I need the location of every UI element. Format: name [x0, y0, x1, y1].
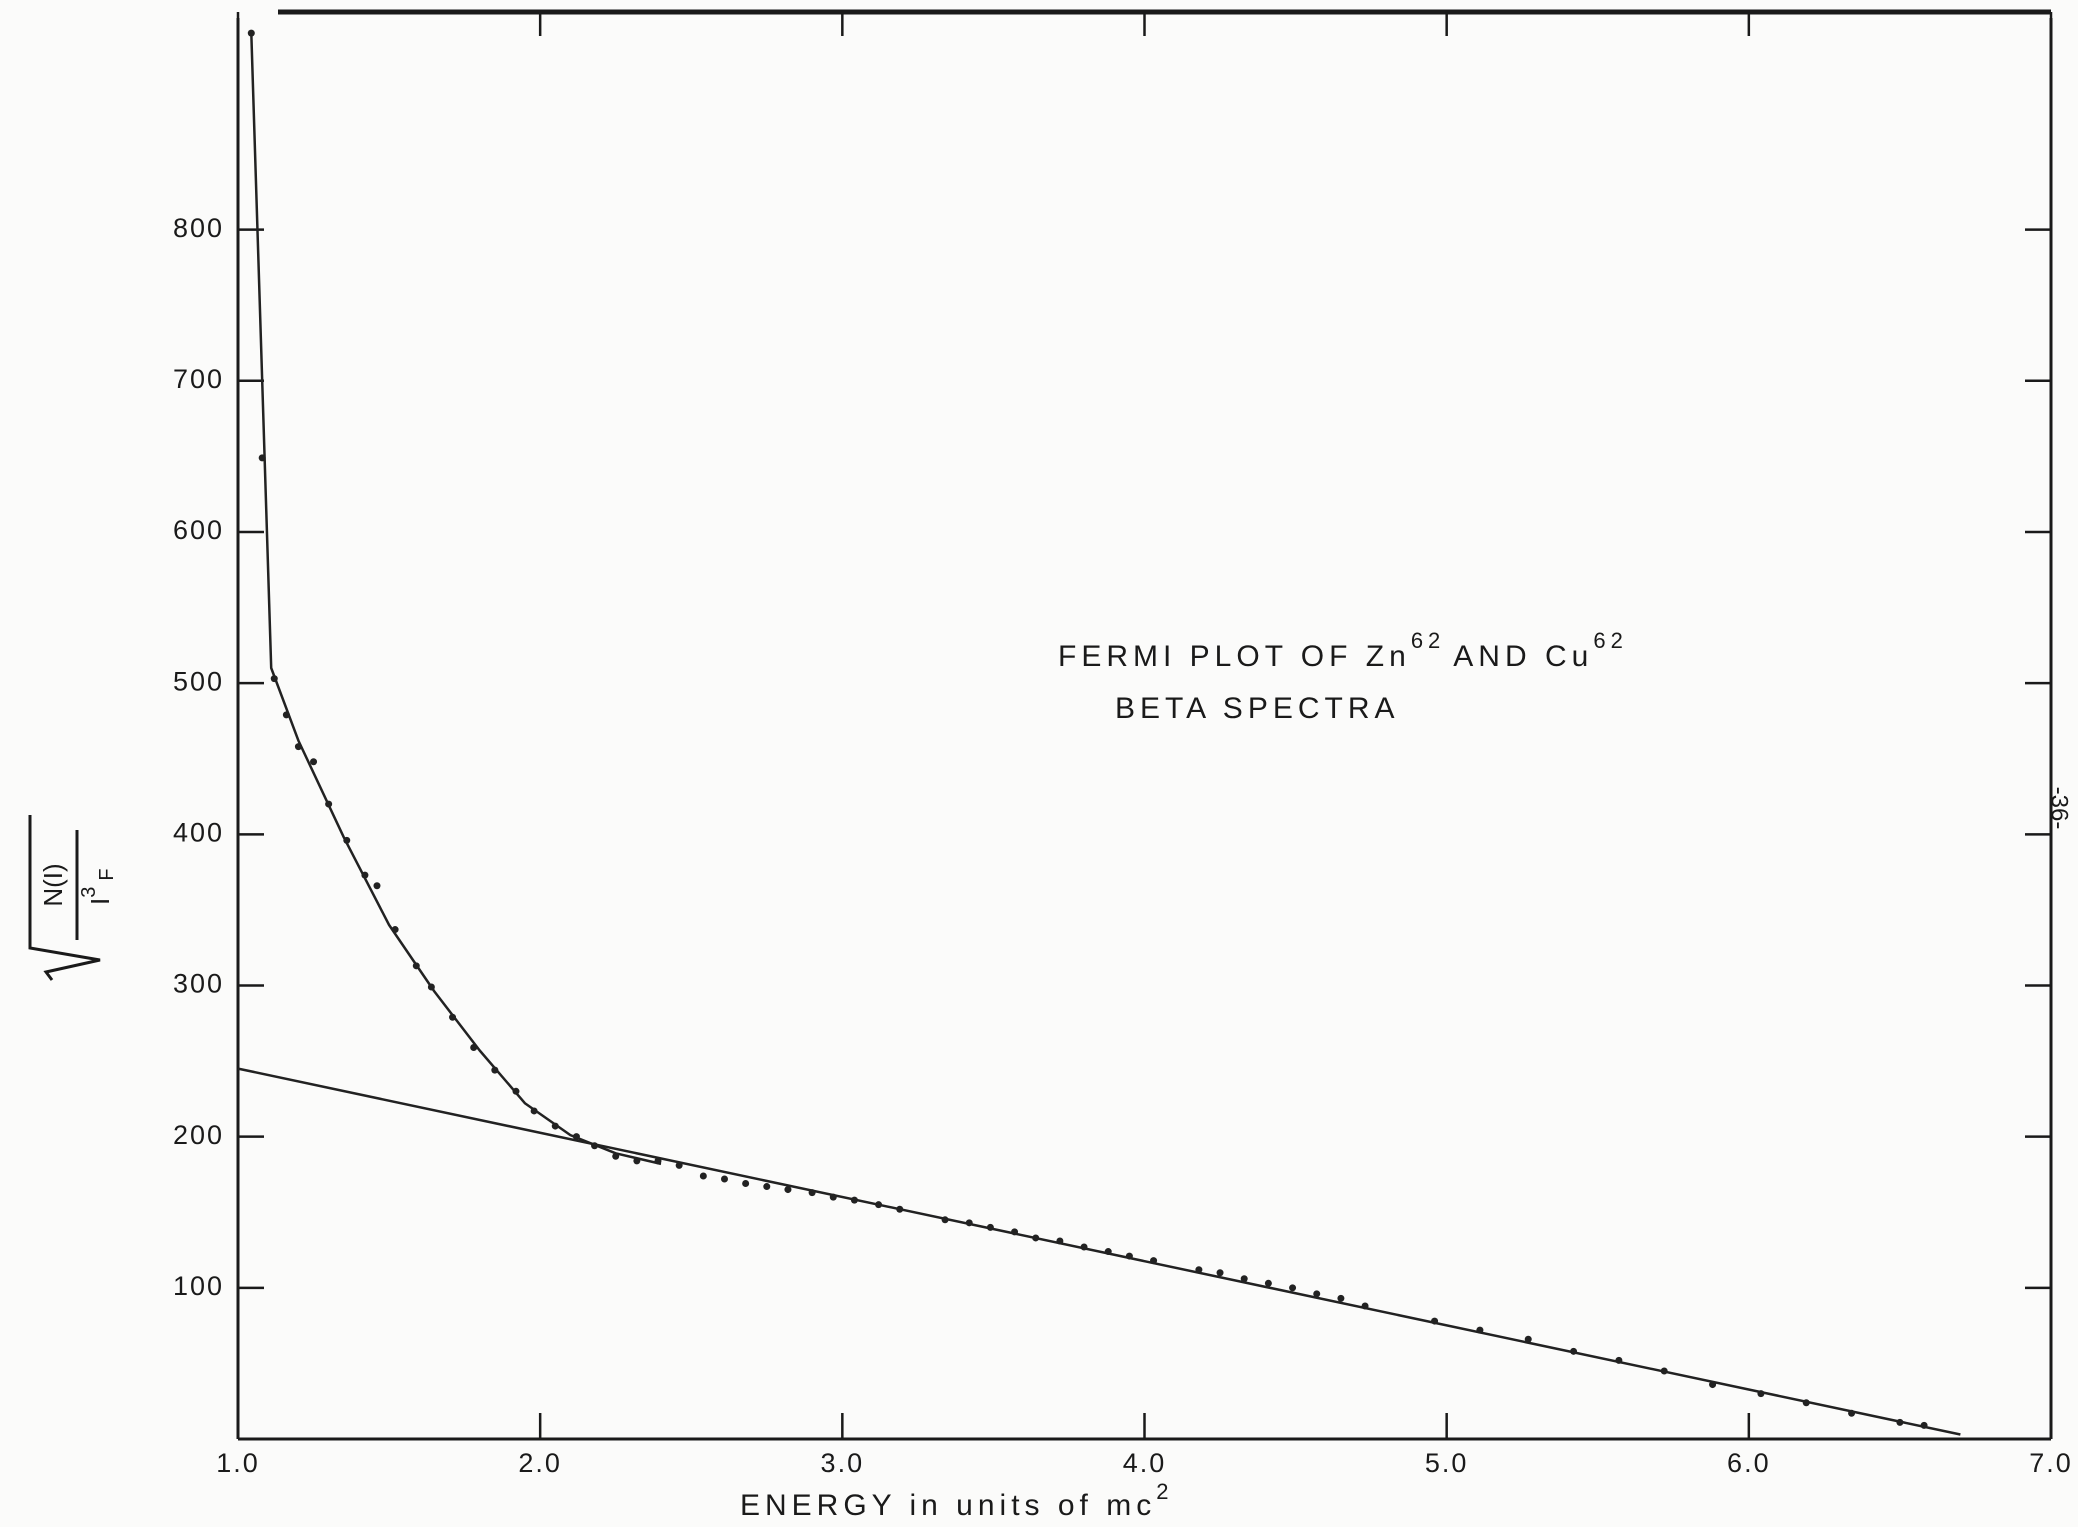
x-label-sup: 2 — [1156, 1479, 1173, 1504]
data-point — [1313, 1290, 1321, 1298]
y-label-sub: F — [96, 868, 118, 880]
x-tick-label: 3.0 — [821, 1448, 865, 1478]
x-tick-label: 1.0 — [216, 1448, 260, 1478]
data-point — [763, 1183, 771, 1191]
x-axis-label: ENERGY in units of mc2 — [740, 1479, 1173, 1522]
data-point — [310, 758, 318, 766]
y-tick-label: 700 — [173, 364, 224, 394]
y-tick-label: 600 — [173, 515, 224, 545]
title-sup: 62 — [1593, 628, 1627, 653]
y-label-denominator-base: I — [85, 898, 115, 905]
y-tick-label: 300 — [173, 969, 224, 999]
y-label-denominator: I3 F — [78, 868, 118, 905]
data-point — [699, 1172, 707, 1180]
y-label-sup: 3 — [78, 887, 100, 898]
title-text: AND Cu — [1453, 640, 1593, 673]
data-point — [720, 1175, 728, 1183]
x-tick-label: 7.0 — [2029, 1448, 2073, 1478]
title-text: FERMI PLOT OF Zn — [1058, 640, 1411, 673]
x-tick-label: 2.0 — [518, 1448, 562, 1478]
data-point — [784, 1186, 792, 1194]
data-point — [373, 882, 381, 890]
radical-sign — [28, 815, 101, 981]
chart-title: FERMI PLOT OF Zn62 AND Cu62 — [1058, 628, 1628, 673]
y-tick-label: 100 — [173, 1271, 224, 1301]
x-tick-label: 6.0 — [1727, 1448, 1771, 1478]
x-tick-label: 4.0 — [1123, 1448, 1167, 1478]
data-point — [1264, 1279, 1272, 1287]
data-point — [1216, 1269, 1224, 1277]
chart-subtitle: BETA SPECTRA — [1115, 692, 1400, 725]
data-point — [1524, 1335, 1532, 1343]
data-point — [1337, 1294, 1345, 1302]
x-tick-label: 5.0 — [1425, 1448, 1469, 1478]
y-axis-label: N(I) I3 F — [28, 815, 118, 981]
fit-line — [237, 1067, 1961, 1436]
x-label-text: ENERGY in units of mc — [740, 1489, 1156, 1522]
data-point — [742, 1180, 750, 1188]
data-point — [1289, 1284, 1297, 1292]
y-tick-label: 500 — [173, 666, 224, 696]
title-sup: 62 — [1411, 628, 1445, 653]
y-tick-label: 800 — [173, 213, 224, 243]
y-tick-label: 400 — [173, 817, 224, 847]
data-point — [1240, 1275, 1248, 1283]
y-tick-label: 200 — [173, 1120, 224, 1150]
y-label-numerator: N(I) — [38, 863, 68, 906]
